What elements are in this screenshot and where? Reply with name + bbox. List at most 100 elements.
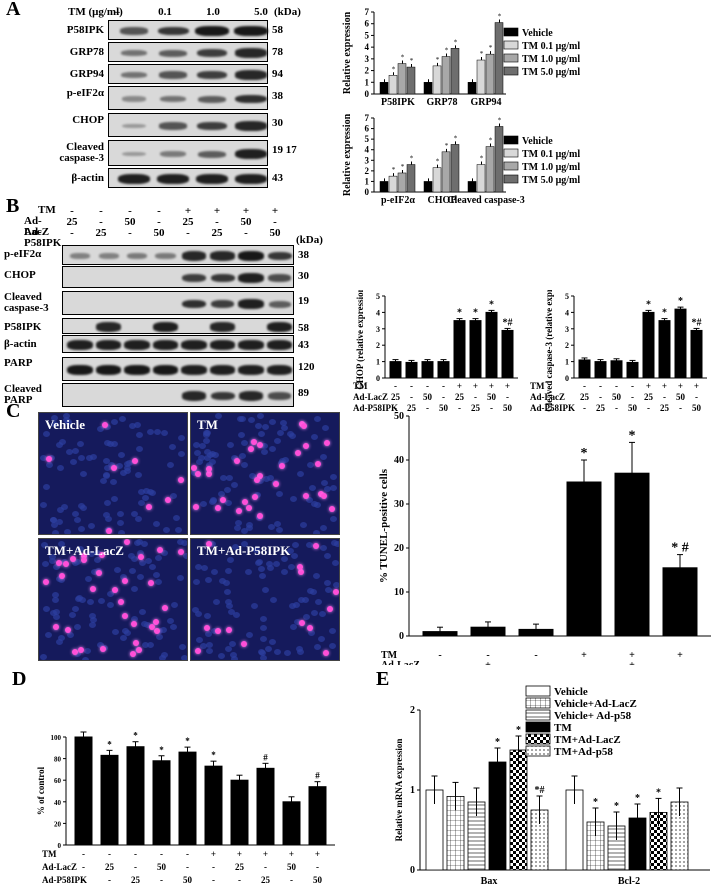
legend-swatch xyxy=(525,709,551,721)
nucleus xyxy=(116,511,124,518)
y-tick-label: 4 xyxy=(565,308,569,317)
blot-strip xyxy=(108,64,268,84)
nucleus xyxy=(280,420,288,427)
y-tick-label: 3 xyxy=(376,325,380,334)
condition-value: - xyxy=(394,403,397,413)
condition-value: - xyxy=(108,849,111,859)
tunel-positive-cell xyxy=(215,628,222,635)
y-tick-label: 1 xyxy=(376,358,380,367)
condition-label: Ad-LacZ xyxy=(24,215,50,238)
blot-strip xyxy=(62,318,294,334)
condition-label: Ad-P58IPK xyxy=(530,403,575,413)
condition-value: - xyxy=(599,392,602,402)
y-tick-label: 1 xyxy=(410,785,415,796)
y-tick-label: 2 xyxy=(410,705,415,716)
nucleus xyxy=(280,555,288,562)
nucleus xyxy=(193,449,201,456)
blot-row-label: β-actin xyxy=(71,172,104,184)
nucleus xyxy=(220,475,228,482)
bar xyxy=(432,167,442,193)
tunel-positive-cell xyxy=(105,527,112,534)
blot-strip xyxy=(108,140,268,166)
blot-kda: 120 xyxy=(298,361,315,373)
legend-entry: Vehicle xyxy=(554,686,588,698)
blot-strip xyxy=(108,86,268,110)
nucleus xyxy=(302,597,310,604)
tunel-image-label: TM xyxy=(197,417,218,432)
blot-band xyxy=(210,322,235,332)
significance-mark: * xyxy=(516,725,521,736)
condition-value: + xyxy=(271,205,279,217)
nucleus xyxy=(85,455,93,462)
y-tick-label: 40 xyxy=(54,799,62,807)
nucleus xyxy=(195,610,203,617)
legend-swatch xyxy=(503,27,519,37)
condition-value: - xyxy=(615,381,618,391)
bar xyxy=(485,53,495,95)
blot-band xyxy=(210,299,235,309)
nucleus xyxy=(194,564,202,571)
nucleus xyxy=(154,579,162,586)
panel-label-e: E xyxy=(376,668,390,690)
nucleus xyxy=(39,654,47,660)
blot-kda: 43 xyxy=(272,172,283,184)
condition-value: - xyxy=(647,403,650,413)
chart-d-viability: 0 20 40 60 80 100 % of control * * * * * # # TM - - - - - + +… xyxy=(36,731,335,885)
nucleus xyxy=(259,624,267,631)
tunel-positive-cell xyxy=(234,457,241,464)
y-tick-label: 1 xyxy=(565,358,569,367)
blot-kda: 58 xyxy=(272,24,283,36)
nucleus xyxy=(153,520,161,527)
nucleus xyxy=(302,613,310,620)
tunel-positive-cell xyxy=(100,645,107,652)
tunel-positive-cell xyxy=(206,470,213,477)
blot-band xyxy=(182,273,206,283)
nucleus xyxy=(136,573,144,580)
nucleus xyxy=(205,630,213,637)
nucleus xyxy=(282,456,290,463)
nucleus xyxy=(254,423,262,430)
nucleus xyxy=(314,416,322,423)
nucleus xyxy=(138,559,146,566)
panel-label-d: D xyxy=(12,668,27,690)
nucleus xyxy=(205,647,213,654)
condition-value: 25 xyxy=(596,403,606,413)
nucleus xyxy=(268,445,276,452)
blot-band xyxy=(160,151,186,157)
legend-swatch xyxy=(525,685,551,697)
nucleus xyxy=(56,519,64,526)
y-tick-label: 30 xyxy=(394,499,404,510)
blot-strip xyxy=(108,20,268,40)
tunel-positive-cell xyxy=(78,646,85,653)
nucleus xyxy=(324,486,332,493)
blot-band xyxy=(181,365,207,375)
significance-mark: * xyxy=(401,163,405,171)
nucleus xyxy=(102,457,110,464)
condition-value: 50 xyxy=(240,216,252,228)
blot-strip xyxy=(108,113,268,137)
condition-value: + xyxy=(694,381,699,391)
condition-value: - xyxy=(438,660,441,665)
tunel-positive-cell xyxy=(165,496,172,503)
nucleus xyxy=(110,479,118,486)
nucleus xyxy=(311,434,319,441)
blot-row-label: Cleaved caspase-3 xyxy=(59,141,104,164)
nucleus xyxy=(103,440,111,447)
condition-value: + xyxy=(678,381,683,391)
nucleus xyxy=(217,490,225,497)
significance-mark: * xyxy=(593,797,598,808)
significance-mark: * xyxy=(133,731,138,741)
nucleus xyxy=(159,655,167,660)
condition-value: 25 xyxy=(105,862,115,872)
nucleus xyxy=(105,515,113,522)
nucleus xyxy=(277,429,285,436)
tunel-image: TM+Ad-LacZ xyxy=(38,538,188,661)
nucleus xyxy=(176,539,184,546)
blot-band xyxy=(157,26,189,36)
nucleus xyxy=(50,610,58,617)
condition-value: + xyxy=(629,660,635,665)
nucleus xyxy=(226,474,234,481)
bar xyxy=(422,631,458,637)
nucleus xyxy=(227,556,235,563)
condition-value: 25 xyxy=(644,392,654,402)
